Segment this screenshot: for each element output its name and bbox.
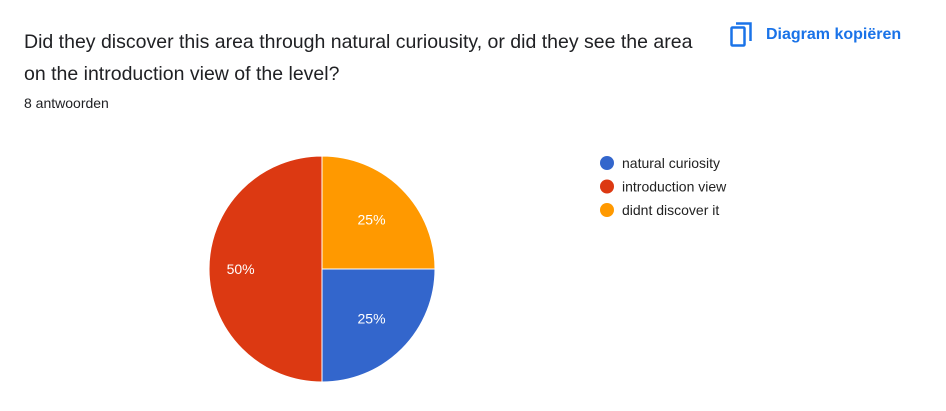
slice-label-0: 25% [358, 311, 386, 327]
copy-chart-label: Diagram kopiëren [766, 26, 902, 43]
copy-chart-button[interactable]: Diagram kopiëren [730, 22, 901, 48]
pie-slice-1[interactable] [208, 155, 323, 383]
pie-slice-0[interactable] [321, 268, 436, 383]
legend-label-0[interactable]: natural curiosity [622, 155, 720, 171]
slice-label-1: 50% [227, 261, 255, 277]
legend-marker-0 [600, 156, 614, 170]
response-count: 8 antwoorden [24, 95, 109, 111]
legend-label-1[interactable]: introduction view [622, 179, 727, 195]
legend-marker-1 [600, 179, 614, 194]
copy-icon [730, 22, 752, 47]
pie-slice-2[interactable] [321, 155, 436, 270]
legend-label-2[interactable]: didnt discover it [622, 202, 719, 218]
legend-marker-2 [600, 203, 614, 217]
slice-label-2: 25% [358, 211, 386, 227]
question-title: Did they discover this area through natu… [24, 31, 693, 85]
